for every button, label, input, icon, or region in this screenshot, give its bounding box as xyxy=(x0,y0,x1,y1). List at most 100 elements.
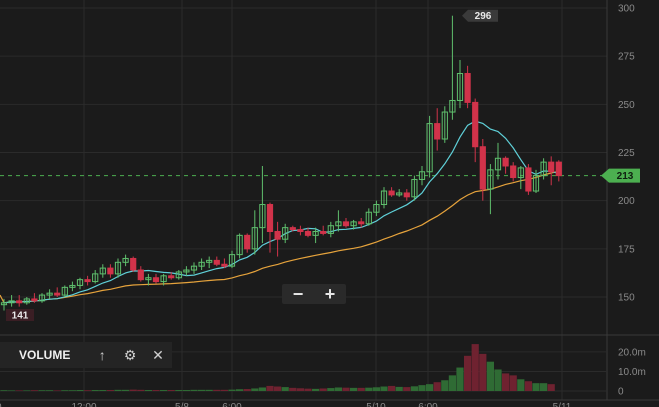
candle xyxy=(335,210,342,232)
zoom-out-button[interactable]: − xyxy=(292,284,304,304)
volume-bar xyxy=(8,390,16,391)
price-tick-label: 300 xyxy=(618,4,635,15)
candle xyxy=(244,233,251,253)
candle-body xyxy=(145,277,152,281)
candle-body xyxy=(555,161,562,177)
candle xyxy=(38,293,46,303)
candle xyxy=(479,139,486,201)
candle xyxy=(175,270,182,280)
candle-body xyxy=(259,204,266,229)
candle-body xyxy=(297,229,304,232)
volume-bar xyxy=(540,383,548,391)
candle-body xyxy=(358,221,365,225)
candle xyxy=(411,175,418,201)
candle-body xyxy=(449,99,456,113)
candle xyxy=(213,256,220,267)
volume-tick-label: 0 xyxy=(618,387,624,398)
high-price-tag-label: 296 xyxy=(475,11,492,22)
volume-bar xyxy=(304,388,312,391)
candle-body xyxy=(388,190,395,196)
candle-body xyxy=(130,257,137,271)
candle-body xyxy=(137,269,144,281)
volume-bar xyxy=(122,389,130,391)
candle-body xyxy=(92,273,99,283)
volume-bar xyxy=(266,385,274,391)
time-tick-label: 0 xyxy=(0,402,2,407)
volume-bar xyxy=(380,386,388,391)
candle xyxy=(92,270,99,284)
candle xyxy=(266,202,274,253)
candle-body xyxy=(456,73,464,101)
candle-body xyxy=(342,221,350,227)
volume-bar xyxy=(213,389,221,391)
candle xyxy=(236,233,243,259)
candle-body xyxy=(525,167,532,192)
volume-tick-label: 20.0m xyxy=(618,347,646,358)
candle-body xyxy=(426,123,433,173)
candle xyxy=(130,256,137,272)
time-tick-label: 5/11 xyxy=(553,402,572,407)
gear-icon[interactable]: ⚙ xyxy=(123,346,137,363)
volume-bar xyxy=(441,380,449,391)
candle xyxy=(327,221,334,238)
volume-bar xyxy=(160,390,168,391)
candle xyxy=(403,189,410,201)
candle xyxy=(540,158,547,180)
volume-bar xyxy=(327,388,335,391)
candle-body xyxy=(320,230,327,234)
candle-body xyxy=(61,286,68,296)
volume-bar xyxy=(228,389,236,391)
volume-bar xyxy=(175,390,183,391)
volume-label: VOLUME xyxy=(19,348,71,362)
time-tick-label: 5/8 xyxy=(175,402,189,407)
close-icon[interactable]: ✕ xyxy=(152,346,164,363)
candle xyxy=(99,264,106,278)
volume-bar xyxy=(410,386,418,391)
candle-body xyxy=(418,171,426,180)
candle-body xyxy=(304,230,312,236)
candle-body xyxy=(464,73,471,103)
candle-body xyxy=(168,275,175,279)
candle xyxy=(358,218,365,228)
candle xyxy=(494,142,502,180)
candle xyxy=(259,165,266,244)
candle xyxy=(206,256,213,269)
volume-bar xyxy=(296,388,304,391)
candle xyxy=(517,165,524,190)
volume-bar xyxy=(456,367,464,391)
candle xyxy=(114,258,122,278)
candle xyxy=(502,156,509,174)
candle-body xyxy=(373,204,380,213)
volume-bar xyxy=(190,389,198,391)
volume-bar xyxy=(99,390,107,391)
candle-body xyxy=(251,227,258,250)
candle xyxy=(274,221,281,257)
zoom-in-button[interactable]: + xyxy=(324,284,336,304)
volume-indicator-header: VOLUME ↑ ⚙ ✕ xyxy=(0,342,172,368)
arrow-up-icon[interactable]: ↑ xyxy=(98,347,106,363)
price-tick-label: 150 xyxy=(618,293,635,304)
volume-bar xyxy=(479,353,487,391)
candle xyxy=(555,160,562,182)
candle-body xyxy=(244,234,251,250)
volume-bar xyxy=(494,369,502,391)
volume-bar xyxy=(61,390,69,391)
candle xyxy=(69,281,76,292)
volume-bar xyxy=(388,385,396,391)
candle-body xyxy=(23,298,30,304)
volume-bar xyxy=(464,355,472,391)
candle xyxy=(487,164,494,215)
candle xyxy=(464,65,471,109)
volume-bar xyxy=(205,389,213,391)
candle xyxy=(297,225,304,236)
price-tick-label: 175 xyxy=(618,244,635,255)
candle xyxy=(365,208,372,226)
volume-bar xyxy=(46,390,54,391)
candle xyxy=(228,250,236,269)
volume-bar xyxy=(198,389,206,391)
candle-body xyxy=(8,300,15,304)
candle xyxy=(418,165,426,186)
volume-bar xyxy=(502,373,510,391)
candle xyxy=(122,254,129,267)
volume-bar xyxy=(433,382,441,391)
